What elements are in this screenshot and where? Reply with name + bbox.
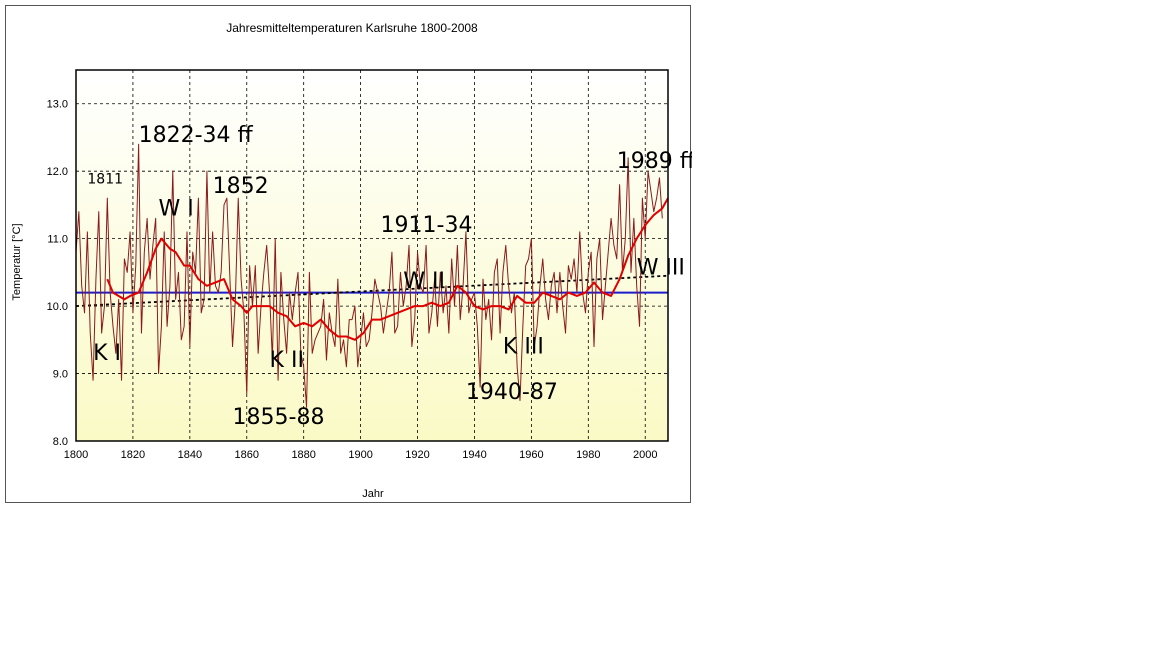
annotation-10: 1940-87 — [466, 380, 558, 405]
x-tick-label-1800: 1800 — [64, 449, 88, 461]
x-tick-label-1940: 1940 — [462, 449, 486, 461]
annotation-4: K I — [93, 341, 121, 366]
x-tick-label-1860: 1860 — [235, 449, 259, 461]
annotation-12: W III — [637, 255, 685, 280]
annotation-3: 1852 — [213, 174, 269, 199]
annotation-6: 1855-88 — [233, 405, 325, 430]
annotations-layer: 1822-34 ff 1811 W I 1852 K I K II 1855-88 1911-… — [87, 123, 692, 430]
x-tick-labels: 1800 1820 1840 1860 1880 1900 1920 1940 1960 1980… — [64, 449, 658, 461]
temperature-chart: Jahresmitteltemperaturen Karlsruhe 1800-… — [11, 21, 692, 500]
annotation-9: K III — [503, 334, 544, 359]
annotation-1: 1811 — [87, 171, 123, 187]
x-tick-label-1920: 1920 — [405, 449, 429, 461]
annual-temperature-series — [75, 143, 663, 408]
trend-line — [75, 274, 669, 307]
y-tick-label-8: 8.0 — [53, 436, 68, 448]
y-tick-labels: 8.0 9.0 10.0 11.0 12.0 13.0 — [47, 99, 68, 448]
x-tick-label-1880: 1880 — [291, 449, 315, 461]
x-tick-label-1840: 1840 — [178, 449, 202, 461]
x-tick-label-1900: 1900 — [348, 449, 372, 461]
x-axis-title: Jahr — [362, 488, 384, 500]
x-tick-label-1980: 1980 — [576, 449, 600, 461]
annotation-11: 1989 ff — [617, 149, 692, 174]
annotation-0: 1822-34 ff — [139, 123, 254, 148]
y-axis-title: Temperatur [°C] — [11, 223, 23, 300]
y-tick-label-13: 13.0 — [47, 99, 68, 111]
moving-average-series — [106, 197, 669, 341]
annotation-7: 1911-34 — [381, 213, 473, 238]
y-tick-label-10: 10.0 — [47, 301, 68, 313]
x-tick-label-1960: 1960 — [519, 449, 543, 461]
y-tick-label-9: 9.0 — [53, 369, 68, 381]
annual-series-layer — [75, 143, 663, 408]
x-tick-label-1820: 1820 — [121, 449, 145, 461]
grid-lines — [76, 70, 668, 441]
annotation-8: W II — [403, 269, 445, 294]
plot-border — [75, 69, 669, 442]
chart-title: Jahresmitteltemperaturen Karlsruhe 1800-… — [226, 21, 478, 35]
chart-frame: Jahresmitteltemperaturen Karlsruhe 1800-… — [5, 5, 692, 503]
y-tick-label-11: 11.0 — [47, 234, 68, 246]
moving-average-layer — [106, 197, 669, 341]
x-tick-label-2000: 2000 — [633, 449, 657, 461]
annotation-2: W I — [159, 197, 194, 222]
trend-line-layer — [75, 274, 669, 307]
y-tick-label-12: 12.0 — [47, 166, 68, 178]
annotation-5: K II — [270, 348, 304, 373]
